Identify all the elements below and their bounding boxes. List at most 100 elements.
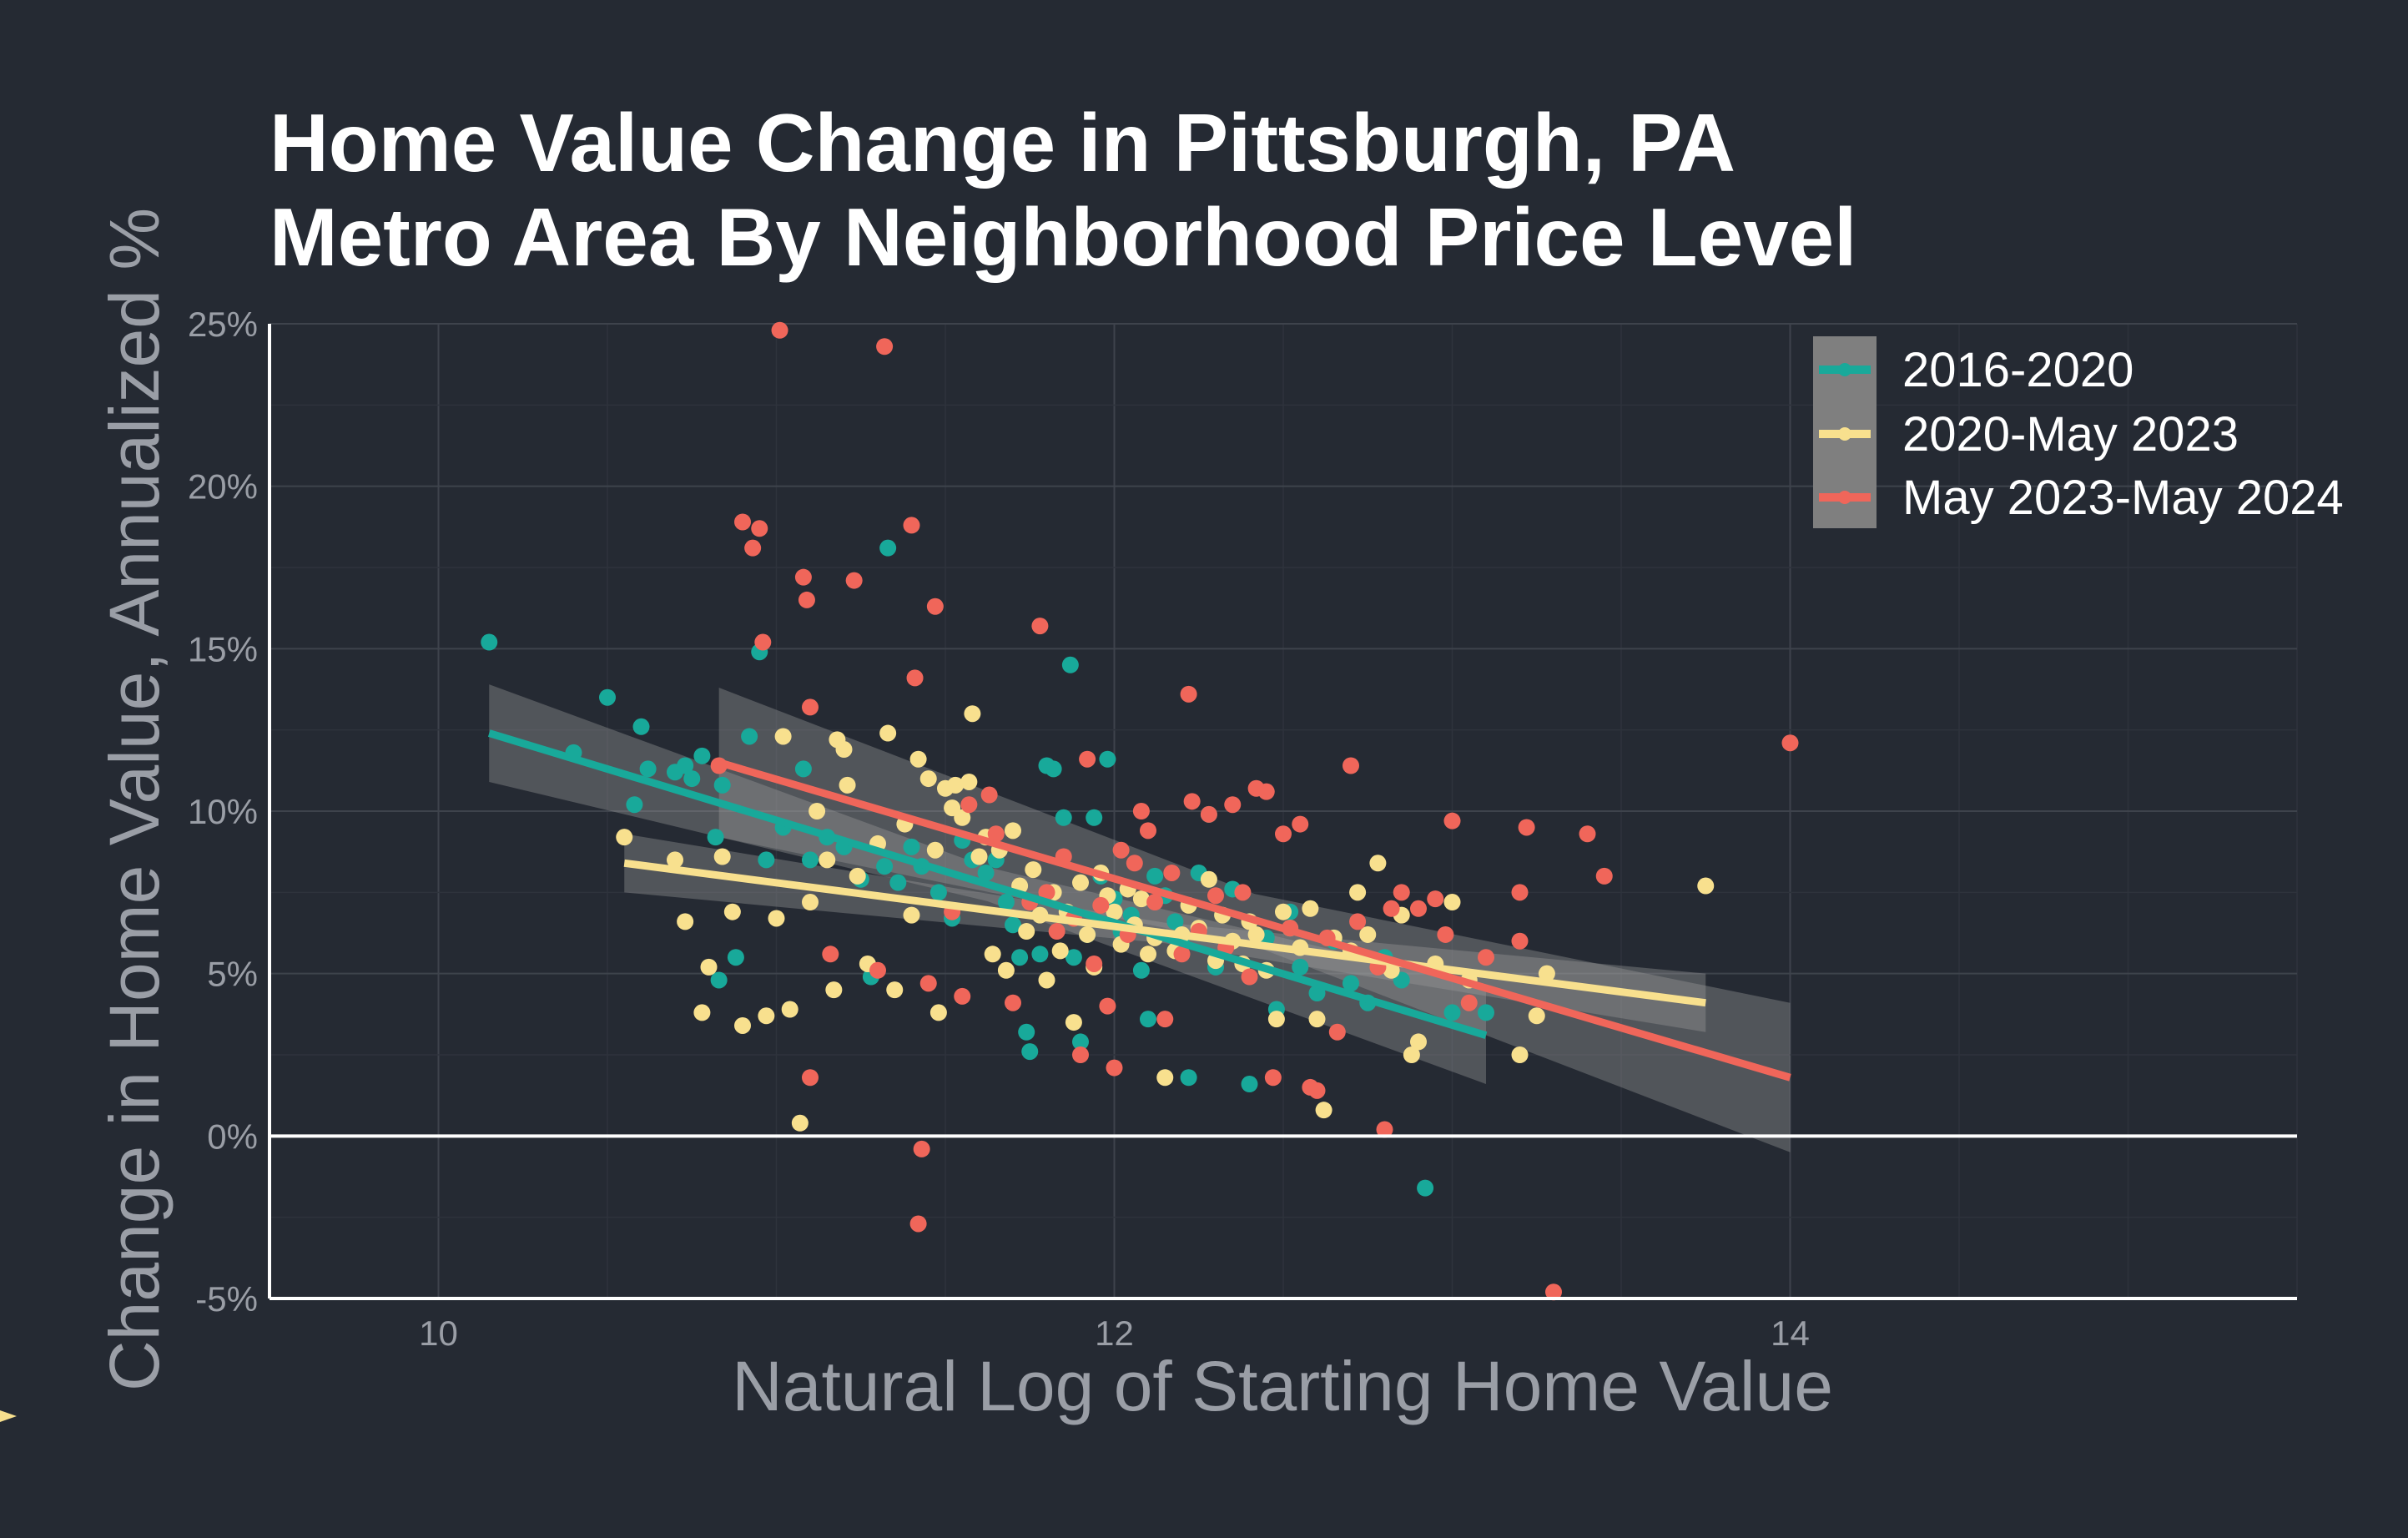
- data-point: [791, 1114, 809, 1132]
- data-point: [751, 520, 768, 537]
- data-point: [1579, 825, 1596, 843]
- scatter-points: [481, 321, 1799, 1301]
- data-point: [1011, 949, 1029, 966]
- data-point: [1005, 822, 1021, 840]
- data-point: [903, 838, 920, 855]
- data-point: [1343, 975, 1359, 992]
- data-point: [1275, 825, 1292, 843]
- x-tick-label: 14: [1771, 1314, 1810, 1353]
- data-point: [1163, 864, 1181, 881]
- data-point: [741, 728, 758, 745]
- data-point: [822, 945, 839, 963]
- data-point: [964, 705, 981, 723]
- data-point: [903, 517, 920, 534]
- legend-swatch-dot: [1838, 363, 1851, 376]
- data-point: [1156, 1069, 1174, 1087]
- trend-line: [718, 759, 1791, 1082]
- corner-arrow-marker: [0, 1410, 17, 1422]
- data-point: [683, 770, 701, 788]
- data-point: [1417, 1179, 1434, 1197]
- data-point: [1079, 750, 1096, 768]
- data-point: [1511, 884, 1529, 901]
- data-point: [919, 770, 937, 788]
- data-point: [707, 829, 724, 846]
- data-point: [809, 803, 826, 819]
- data-point: [1055, 809, 1072, 826]
- data-point: [667, 851, 683, 869]
- data-point: [1241, 968, 1258, 986]
- data-point: [1086, 809, 1103, 826]
- data-point: [1697, 877, 1715, 895]
- data-point: [1302, 900, 1319, 917]
- data-point: [835, 741, 853, 759]
- data-point: [879, 539, 897, 557]
- data-point: [1528, 1007, 1545, 1025]
- data-point: [903, 906, 920, 924]
- data-point: [1099, 750, 1116, 768]
- data-point: [1292, 958, 1309, 976]
- data-point: [1200, 805, 1217, 823]
- data-point: [1140, 822, 1156, 840]
- data-point: [713, 848, 731, 865]
- data-point: [1140, 945, 1156, 963]
- data-point: [849, 867, 866, 885]
- y-tick-labels: -5% 0% 5% 10% 15% 20% 25%: [188, 305, 258, 1319]
- data-point: [987, 825, 1005, 843]
- data-point: [970, 848, 988, 865]
- data-point: [1106, 903, 1123, 920]
- data-point: [1292, 815, 1309, 833]
- data-point: [616, 829, 633, 846]
- chart-title-line-2: Metro Area By Neighborhood Price Level: [270, 191, 1856, 283]
- data-point: [1061, 656, 1079, 673]
- data-point: [1112, 841, 1130, 859]
- legend-label: 2020-May 2023: [1902, 407, 2239, 461]
- data-point: [913, 1140, 930, 1157]
- data-point: [1200, 870, 1217, 888]
- data-point: [744, 539, 762, 557]
- data-point: [926, 841, 944, 859]
- data-point: [1349, 913, 1367, 930]
- data-point: [1349, 884, 1367, 901]
- data-point: [1156, 1011, 1174, 1028]
- data-point: [845, 572, 863, 589]
- y-tick-label: 15%: [188, 629, 258, 668]
- data-point: [1308, 1011, 1326, 1028]
- data-point: [886, 981, 904, 999]
- data-point: [977, 864, 995, 881]
- legend: 2016-2020 2020-May 2023 May 2023-May 202…: [1813, 336, 2344, 528]
- y-tick-label: 25%: [188, 305, 258, 344]
- data-point: [798, 591, 815, 608]
- data-point: [909, 1215, 927, 1233]
- data-point: [1072, 1033, 1089, 1051]
- data-point: [626, 796, 643, 814]
- data-point: [802, 698, 819, 716]
- data-point: [954, 987, 971, 1005]
- data-point: [839, 776, 856, 794]
- data-point: [1031, 618, 1049, 635]
- data-point: [1478, 1004, 1494, 1021]
- data-point: [997, 894, 1015, 911]
- data-point: [1376, 1121, 1393, 1138]
- data-point: [1072, 874, 1089, 891]
- data-point: [1275, 903, 1292, 920]
- data-point: [947, 776, 965, 794]
- data-point: [1086, 955, 1103, 972]
- data-point: [1460, 994, 1478, 1011]
- data-point: [1092, 896, 1110, 914]
- data-point: [1031, 945, 1049, 963]
- data-point: [481, 633, 498, 651]
- data-point: [929, 884, 947, 901]
- data-point: [1234, 884, 1252, 901]
- data-point: [713, 776, 731, 794]
- data-point: [1140, 1011, 1156, 1028]
- data-point: [1241, 1076, 1258, 1093]
- data-point: [1126, 855, 1143, 872]
- data-point: [1183, 793, 1201, 810]
- data-point: [1065, 1014, 1082, 1031]
- data-point: [768, 910, 785, 927]
- data-point: [754, 633, 772, 651]
- trend-lines: [487, 729, 1791, 1082]
- data-point: [774, 728, 792, 745]
